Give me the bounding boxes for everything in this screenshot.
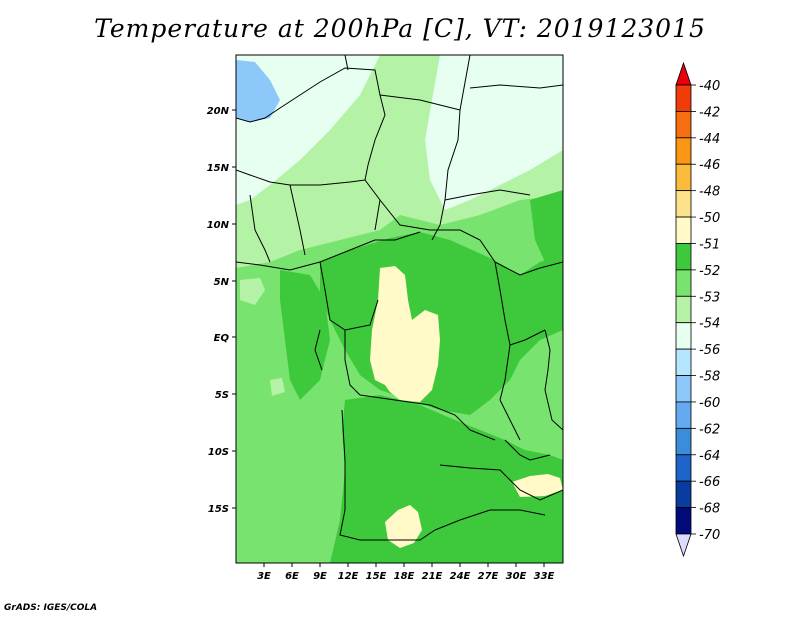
colorbar-swatch: [675, 454, 692, 482]
colorbar-label: -50: [699, 211, 720, 226]
map-frame: [235, 54, 564, 564]
colorbar-label: -60: [699, 396, 720, 411]
lon-label: 21E: [422, 571, 443, 582]
lon-label: 3E: [257, 571, 271, 582]
lon-label: 6E: [285, 571, 299, 582]
lat-ticks: [232, 109, 236, 509]
field-pale-cyan-northeast: [425, 55, 563, 210]
colorbar: -40 -42 -44 -46 -48 -50 -51 -52 -53 -54 -56 -58 -60 -…: [675, 61, 720, 558]
lat-label: EQ: [214, 333, 230, 344]
colorbar-swatch: [675, 348, 692, 376]
colorbar-label: -68: [699, 502, 720, 517]
colorbar-bottom-arrow: [675, 533, 692, 558]
colorbar-label: -58: [699, 370, 720, 385]
field-green-west: [280, 270, 330, 400]
lon-label: 12E: [338, 571, 359, 582]
lat-label: 10N: [207, 220, 230, 231]
colorbar-label: -42: [699, 105, 720, 120]
lat-labels: 20N 15N 10N 5N EQ 5S 10S 15S: [207, 106, 230, 515]
colorbar-swatch: [675, 84, 692, 112]
lat-label: 5N: [214, 277, 230, 288]
colorbar-label: -44: [699, 132, 720, 147]
lat-label: 20N: [207, 106, 230, 117]
lon-label: 15E: [366, 571, 387, 582]
field-light-blue: [236, 60, 280, 122]
lon-ticks: [263, 563, 545, 567]
colorbar-label: -70: [699, 528, 720, 543]
field-very-light-green-patch: [270, 378, 285, 396]
colorbar-swatch: [675, 295, 692, 324]
lat-label: 15S: [208, 504, 229, 515]
field-green-northeast: [530, 190, 563, 262]
colorbar-swatch: [675, 137, 692, 165]
lon-labels: 3E 6E 9E 12E 15E 18E 21E 24E 27E 30E 33E: [257, 571, 554, 582]
field-yellow-southeast: [512, 474, 563, 497]
colorbar-label: -48: [699, 185, 720, 200]
field-yellow-south: [385, 505, 422, 548]
colorbar-swatch: [675, 322, 692, 350]
colorbar-label: -62: [699, 422, 720, 437]
lat-label: 10S: [208, 447, 229, 458]
lon-label: 24E: [450, 571, 471, 582]
colorbar-label: -51: [699, 237, 720, 252]
country-borders: [236, 55, 563, 541]
temperature-field: [236, 55, 563, 563]
lon-label: 18E: [394, 571, 415, 582]
colorbar-swatch: [675, 427, 692, 456]
colorbar-label: -66: [699, 475, 720, 490]
field-very-light-green-west: [240, 278, 265, 305]
colorbar-label: -46: [699, 158, 720, 173]
grads-credit: GrADS: IGES/COLA: [4, 603, 98, 613]
colorbar-swatch: [675, 190, 692, 218]
chart-title: Temperature at 200hPa [C], VT: 201912301…: [94, 14, 706, 43]
colorbar-label: -56: [699, 343, 720, 358]
colorbar-swatch: [675, 375, 692, 403]
colorbar-swatch: [675, 111, 692, 139]
colorbar-swatch: [675, 216, 692, 244]
colorbar-label: -52: [699, 264, 720, 279]
lon-label: 33E: [534, 571, 555, 582]
colorbar-swatch: [675, 507, 692, 535]
field-yellow-central: [370, 266, 440, 402]
colorbar-swatch: [675, 163, 692, 192]
colorbar-label: -64: [699, 449, 720, 464]
lon-label: 27E: [478, 571, 499, 582]
lon-label: 9E: [313, 571, 327, 582]
colorbar-swatch: [675, 243, 692, 271]
colorbar-swatch: [675, 480, 692, 508]
colorbar-label: -54: [699, 317, 720, 332]
colorbar-label: -40: [699, 79, 720, 94]
colorbar-label: -53: [699, 290, 720, 305]
lon-label: 30E: [506, 571, 527, 582]
lat-label: 15N: [207, 163, 230, 174]
colorbar-swatch: [675, 269, 692, 297]
colorbar-top-arrow: [675, 61, 692, 86]
lat-label: 5S: [215, 390, 229, 401]
colorbar-swatch: [675, 401, 692, 429]
